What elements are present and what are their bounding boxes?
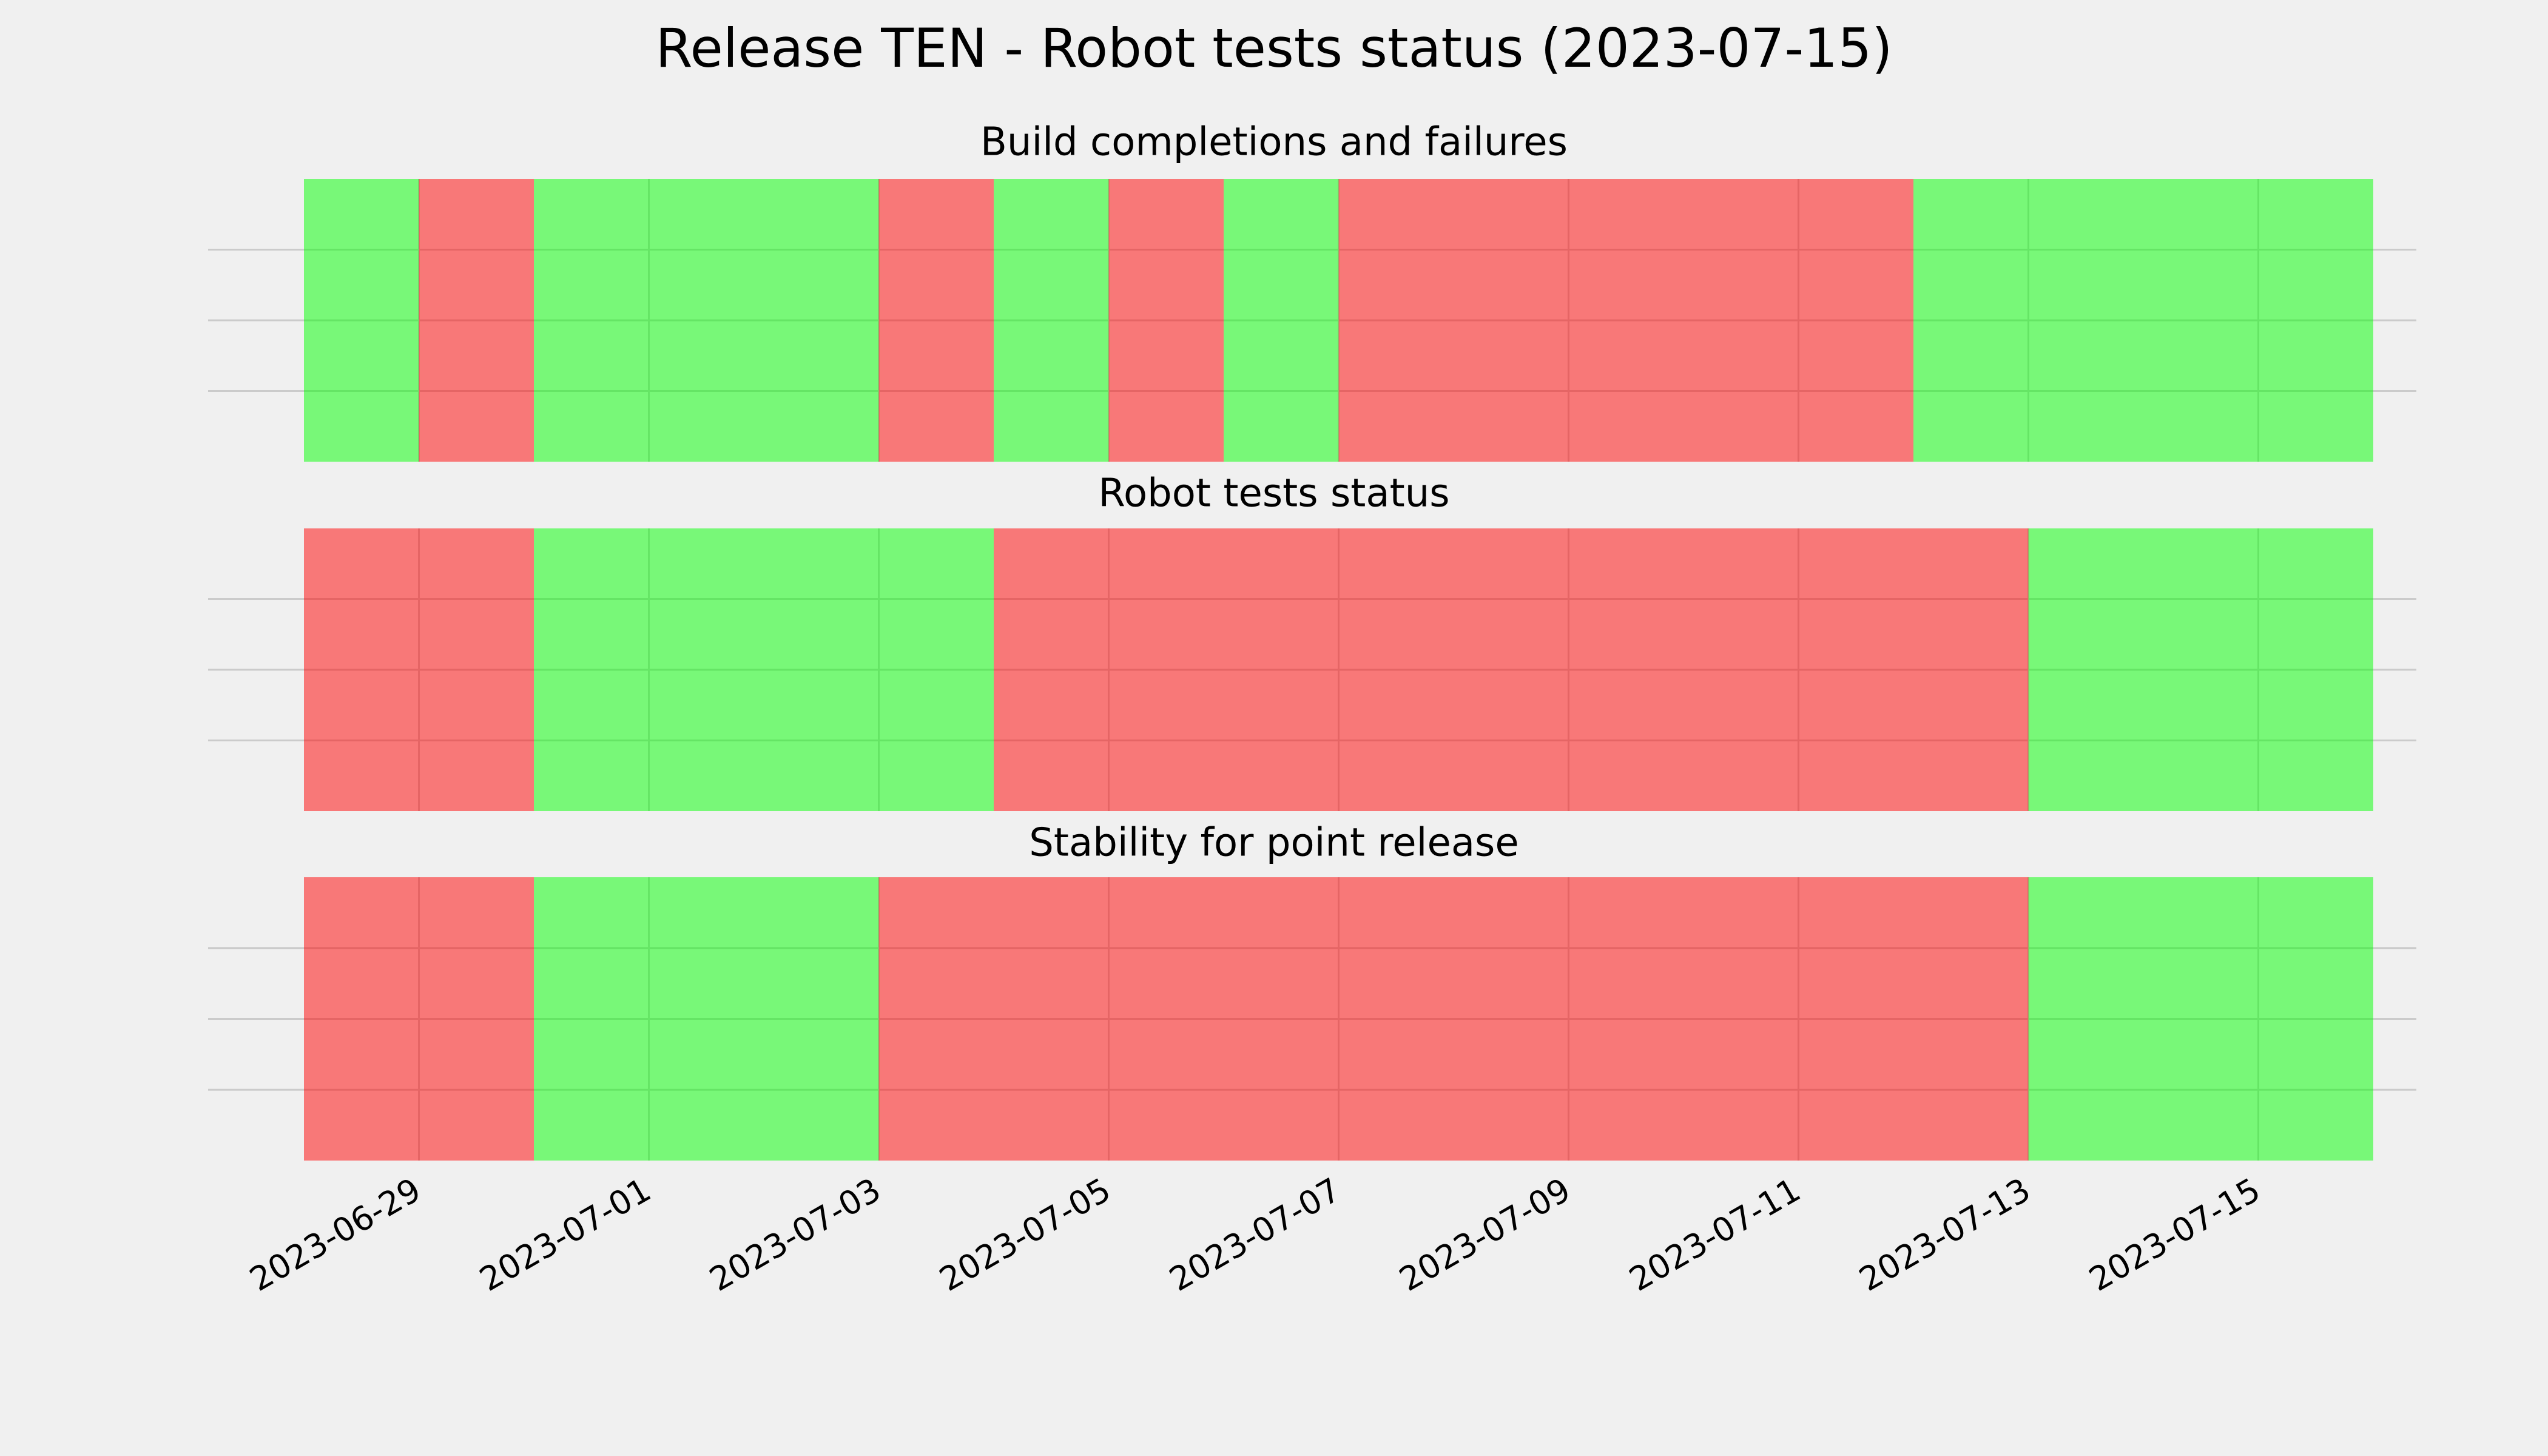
status-segment: [2028, 877, 2143, 1161]
status-segment: [1454, 877, 1569, 1161]
status-segment: [419, 877, 534, 1161]
status-segment: [2028, 179, 2143, 462]
status-segment: [1108, 528, 1224, 811]
status-segment: [1108, 179, 1224, 462]
status-segment: [1224, 528, 1339, 811]
status-segment: [649, 877, 764, 1161]
status-segment: [2143, 528, 2259, 811]
status-segment: [1568, 877, 1684, 1161]
status-segment: [1454, 179, 1569, 462]
panel-title: Build completions and failures: [980, 120, 1568, 165]
status-segment: [419, 179, 534, 462]
status-segment: [878, 877, 994, 1161]
status-segment: [1798, 528, 1913, 811]
panel-title: Robot tests status: [1098, 471, 1449, 516]
status-segment: [419, 528, 534, 811]
status-segment: [994, 179, 1109, 462]
status-segment: [534, 528, 649, 811]
status-segment: [1684, 179, 1799, 462]
status-segment: [1108, 877, 1224, 1161]
status-segment: [2258, 179, 2373, 462]
status-segment: [994, 877, 1109, 1161]
panel-title: Stability for point release: [1029, 821, 1519, 866]
status-segment: [1798, 877, 1913, 1161]
status-segment: [1913, 877, 2029, 1161]
status-segment: [2258, 877, 2373, 1161]
status-segment: [1568, 179, 1684, 462]
chart-title: Release TEN - Robot tests status (2023-0…: [655, 17, 1892, 79]
status-segment: [2143, 179, 2259, 462]
status-segment: [1913, 528, 2029, 811]
status-segment: [1338, 877, 1454, 1161]
status-segment: [764, 877, 879, 1161]
status-segment: [878, 528, 994, 811]
status-segment: [1913, 179, 2029, 462]
status-segment: [1454, 528, 1569, 811]
status-segment: [304, 528, 419, 811]
status-segment: [649, 528, 764, 811]
status-segment: [2143, 877, 2259, 1161]
status-segment: [649, 179, 764, 462]
status-segment: [1684, 877, 1799, 1161]
status-segment: [764, 179, 879, 462]
status-segment: [1798, 179, 1913, 462]
status-segment: [1338, 179, 1454, 462]
status-segment: [764, 528, 879, 811]
status-segment: [534, 179, 649, 462]
status-segment: [2258, 528, 2373, 811]
status-segment: [304, 877, 419, 1161]
status-segment: [304, 179, 419, 462]
status-segment: [2028, 528, 2143, 811]
status-segment: [1684, 528, 1799, 811]
status-segment: [994, 528, 1109, 811]
status-segment: [878, 179, 994, 462]
status-segment: [1224, 877, 1339, 1161]
status-segment: [1568, 528, 1684, 811]
status-segment: [1338, 528, 1454, 811]
status-segment: [534, 877, 649, 1161]
status-segment: [1224, 179, 1339, 462]
